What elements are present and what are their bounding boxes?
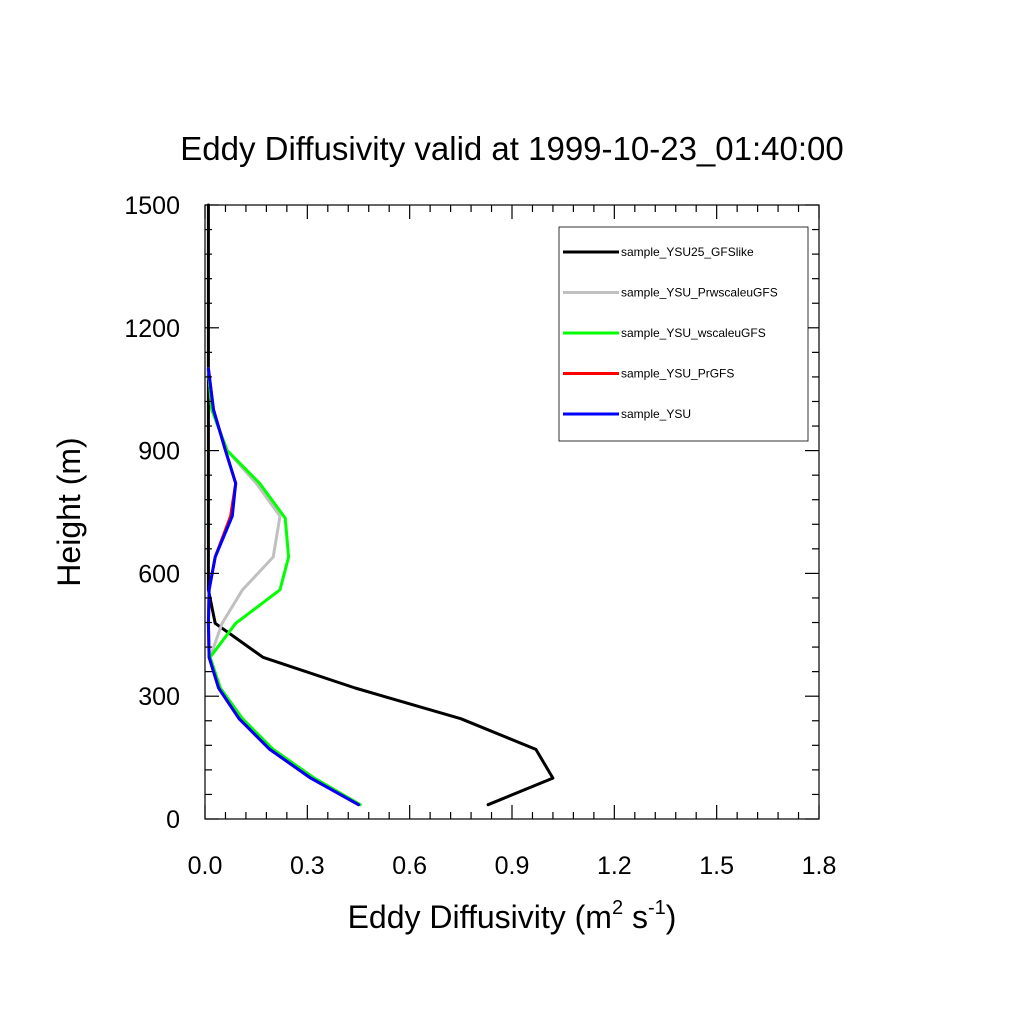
y-tick-label: 1200 [124,315,180,343]
x-tick-label: 0.0 [188,852,223,880]
plot-lines [206,203,555,807]
x-axis-label: Eddy Diffusivity (m2 s-1) [348,897,677,935]
legend-entries: sample_YSU25_GFSlike sample_YSU_Prwscaleu… [563,245,778,421]
legend-label-0: sample_YSU25_GFSlike [621,245,754,259]
x-tick-label: 0.9 [495,852,530,880]
y-tick-label: 1500 [124,192,180,220]
y-tick-labels: 0 300 600 900 1200 1500 [124,192,180,834]
x-tick-label: 0.3 [290,852,325,880]
series-line-2 [206,367,362,807]
chart-title: Eddy Diffusivity valid at 1999-10-23_01:… [180,130,843,167]
y-tick-label: 0 [166,806,180,834]
legend-label-1: sample_YSU_PrwscaleuGFS [621,286,778,300]
series-line-4 [206,367,360,807]
y-tick-label: 900 [138,438,180,466]
x-tick-label: 1.5 [699,852,734,880]
series-line-1 [206,367,362,807]
x-tick-label: 0.6 [392,852,427,880]
legend-label-2: sample_YSU_wscaleuGFS [621,326,766,340]
legend: sample_YSU25_GFSlike sample_YSU_Prwscaleu… [558,226,809,442]
legend-label-4: sample_YSU [621,407,691,421]
series-line-0 [206,203,555,807]
x-tick-label: 1.8 [802,852,837,880]
y-tick-label: 600 [138,560,180,588]
series-line-3 [206,367,360,807]
x-tick-labels: 0.0 0.3 0.6 0.9 1.2 1.5 1.8 [188,852,837,880]
axis-ticks [204,204,820,820]
y-axis-label: Height (m) [51,437,87,586]
x-tick-label: 1.2 [597,852,632,880]
y-tick-label: 300 [138,683,180,711]
legend-label-3: sample_YSU_PrGFS [621,367,734,381]
